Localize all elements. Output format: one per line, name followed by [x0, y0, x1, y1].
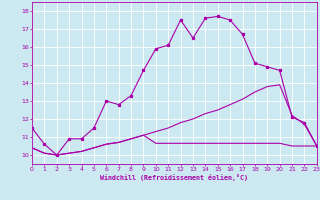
X-axis label: Windchill (Refroidissement éolien,°C): Windchill (Refroidissement éolien,°C)	[100, 174, 248, 181]
